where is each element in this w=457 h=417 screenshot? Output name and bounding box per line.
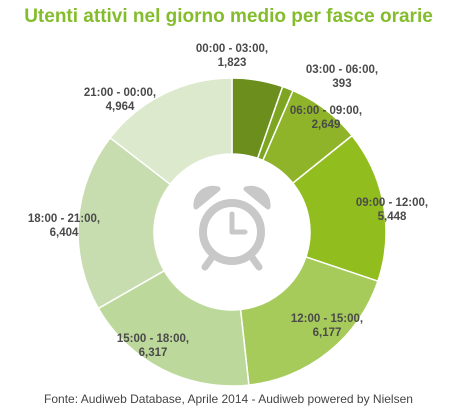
slice-value-label: 1,823 [218,57,247,69]
slice-category-label: 21:00 - 00:00, [84,87,156,99]
slice-label-1: 00:00 - 03:00, 1,823 [196,43,268,69]
slice-label-5: 12:00 - 15:00, 6,177 [291,313,363,339]
slice-category-label: 06:00 - 09:00, [290,105,362,117]
slice-value-label: 6,404 [50,227,79,239]
slice-value-label: 5,448 [378,211,407,223]
slice-value-label: 2,649 [312,119,341,131]
chart-source: Fonte: Audiweb Database, Aprile 2014 - A… [44,392,413,406]
slice-label-8: 21:00 - 00:00, 4,964 [84,87,156,113]
slice-label-3: 06:00 - 09:00, 2,649 [290,105,362,131]
alarm-clock-icon [154,154,310,310]
slice-category-label: 12:00 - 15:00, [291,313,363,325]
slice-value-label: 6,317 [139,347,168,359]
slice-label-2: 03:00 - 06:00, 393 [306,64,378,90]
slice-category-label: 18:00 - 21:00, [28,213,100,225]
chart-title: Utenti attivi nel giorno medio per fasce… [24,6,433,27]
slice-8 [109,77,233,186]
slice-category-label: 15:00 - 18:00, [117,333,189,345]
slice-value-label: 393 [332,78,351,90]
slice-category-label: 09:00 - 12:00, [356,197,428,209]
slice-category-label: 03:00 - 06:00, [306,64,378,76]
slice-value-label: 4,964 [106,101,135,113]
slice-label-7: 18:00 - 21:00, 6,404 [28,213,100,239]
slice-value-label: 6,177 [313,327,342,339]
slice-label-4: 09:00 - 12:00, 5,448 [356,197,428,223]
slice-category-label: 00:00 - 03:00, [196,43,268,55]
slice-label-6: 15:00 - 18:00, 6,317 [117,333,189,359]
